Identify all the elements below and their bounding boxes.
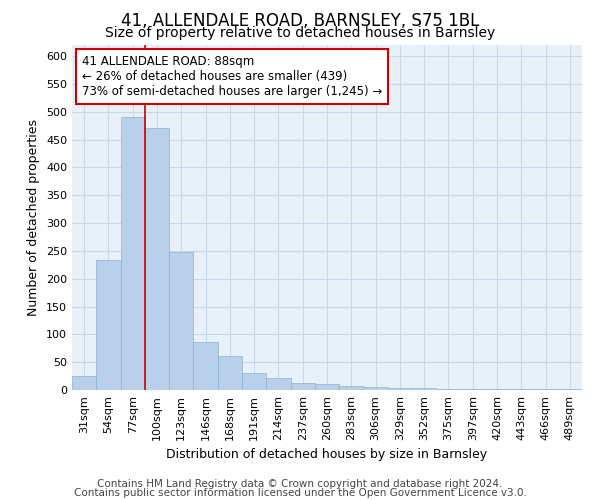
- Bar: [121, 117, 145, 390]
- Text: 41, ALLENDALE ROAD, BARNSLEY, S75 1BL: 41, ALLENDALE ROAD, BARNSLEY, S75 1BL: [121, 12, 479, 30]
- Bar: [461, 389, 485, 390]
- Bar: [364, 387, 388, 390]
- Bar: [145, 128, 169, 390]
- Bar: [388, 388, 412, 390]
- Bar: [72, 376, 96, 390]
- Text: Size of property relative to detached houses in Barnsley: Size of property relative to detached ho…: [105, 26, 495, 40]
- Text: Contains public sector information licensed under the Open Government Licence v3: Contains public sector information licen…: [74, 488, 526, 498]
- Bar: [242, 374, 266, 390]
- Y-axis label: Number of detached properties: Number of detached properties: [28, 119, 40, 316]
- Bar: [436, 389, 461, 390]
- Bar: [218, 356, 242, 390]
- Bar: [96, 260, 121, 390]
- Bar: [169, 252, 193, 390]
- Text: 41 ALLENDALE ROAD: 88sqm
← 26% of detached houses are smaller (439)
73% of semi-: 41 ALLENDALE ROAD: 88sqm ← 26% of detach…: [82, 56, 382, 98]
- Bar: [339, 386, 364, 390]
- Bar: [485, 389, 509, 390]
- Bar: [290, 383, 315, 390]
- Bar: [315, 384, 339, 390]
- Bar: [266, 378, 290, 390]
- Text: Contains HM Land Registry data © Crown copyright and database right 2024.: Contains HM Land Registry data © Crown c…: [97, 479, 503, 489]
- X-axis label: Distribution of detached houses by size in Barnsley: Distribution of detached houses by size …: [166, 448, 488, 462]
- Bar: [412, 388, 436, 390]
- Bar: [193, 342, 218, 390]
